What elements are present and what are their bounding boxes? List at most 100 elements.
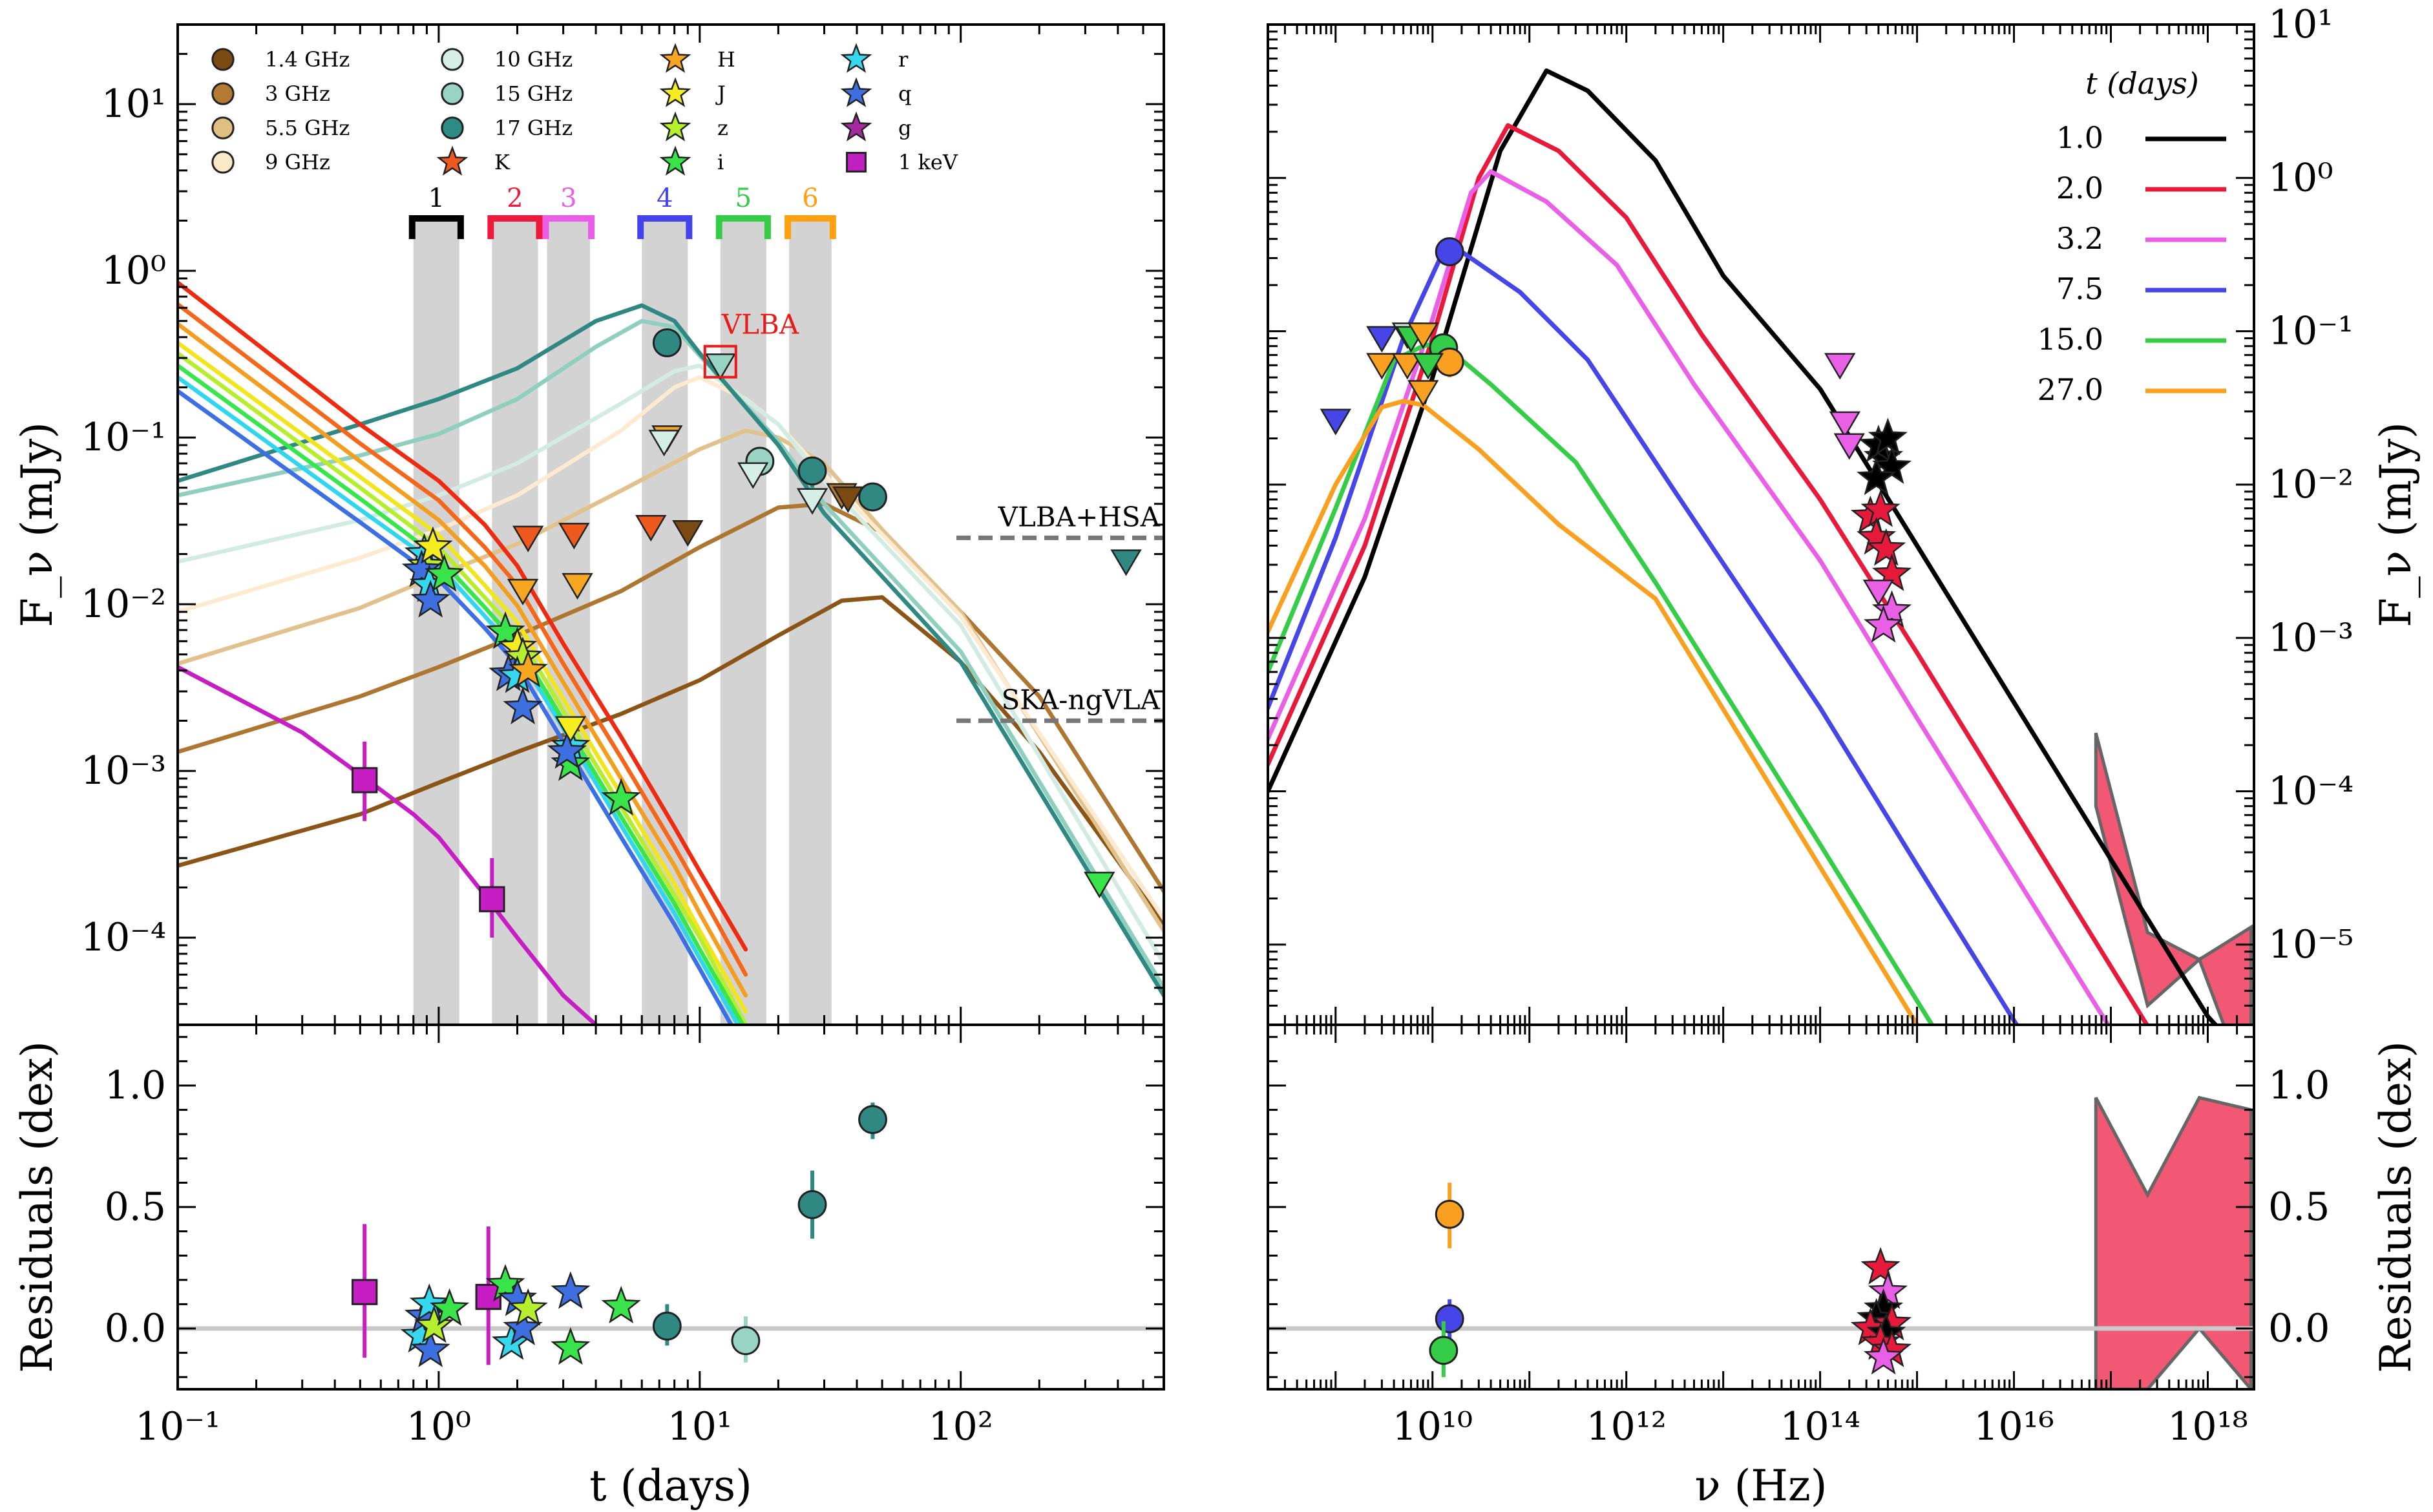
x-tick-label: 10⁰ (406, 1404, 471, 1449)
sed-point-tri-down (1833, 433, 1865, 460)
lc-curve-1-keV (178, 665, 598, 1025)
x-tick-label: 10¹⁸ (2167, 1404, 2248, 1449)
x-tick-label: 10⁻¹ (135, 1404, 220, 1449)
lc-residual-circle (652, 1311, 682, 1341)
vlba-label: VLBA (721, 309, 799, 341)
lc-point-star (503, 686, 543, 724)
sed-xray-uncertainty-band (2094, 732, 2253, 1025)
legend-marker-15-GHz (441, 82, 464, 105)
y-tick-label: 10¹ (101, 81, 166, 127)
y-tick-label: 0.5 (105, 1184, 166, 1230)
sed-point-star (1860, 489, 1901, 527)
sed-curve-t7.5 (1268, 249, 2019, 1025)
lc-point-star (508, 649, 548, 688)
lc-residual-star (410, 1329, 450, 1367)
lc-curve-z (178, 341, 748, 1014)
legend-label-5.5-GHz: 5.5 GHz (265, 116, 350, 140)
lc-residual-star (414, 1305, 454, 1343)
sed-legend-value: 1.0 (2056, 120, 2103, 155)
lc-residual-star (409, 1283, 449, 1321)
lc-curve-K (178, 280, 748, 952)
lc-point-star (413, 526, 453, 564)
legend-label-g: g (898, 116, 911, 140)
legend-label-17-GHz: 17 GHz (494, 116, 573, 140)
sed-legend-value: 2.0 (2056, 171, 2103, 205)
legend-label-z: z (717, 116, 728, 140)
lc-residual-points (351, 1102, 887, 1367)
lc-x-axis-label: t (days) (589, 1461, 752, 1511)
band-bracket-6 (785, 215, 836, 239)
lc-point-star (424, 554, 465, 592)
sed-legend-title: t (days) (2085, 66, 2198, 101)
xray-band (2094, 732, 2253, 1025)
lc-residual-circle (797, 1190, 827, 1219)
lc-point-tri-down (558, 523, 590, 550)
legend-label-H: H (717, 47, 735, 72)
y-tick-label: 10¹ (2268, 2, 2333, 47)
lc-legend: 1.4 GHz 3 GHz 5.5 GHz 9 GHz 10 GHz 15 GHz 17 G… (211, 43, 958, 176)
sed-point-tri-down (1407, 322, 1439, 350)
y-tick-label: 10⁻² (81, 582, 166, 627)
legend-label-10-GHz: 10 GHz (494, 47, 573, 72)
lc-point-tri-down (648, 430, 680, 457)
sed-frame (1267, 23, 2255, 1026)
sed-legend-value: 7.5 (2056, 271, 2103, 306)
lc-residual-star (429, 1288, 470, 1327)
band-bracket-2 (487, 215, 543, 239)
x-tick-label: 10¹⁴ (1780, 1404, 1860, 1449)
lc-point-star (485, 611, 525, 649)
lc-residual-star (551, 1271, 591, 1309)
lc-y-axis-label: F_ν (mJy) (12, 422, 62, 627)
lc-residual-square (351, 1279, 378, 1305)
legend-marker-1-keV (846, 152, 867, 173)
sed-curve-t27.0 (1268, 399, 1920, 1025)
y-tick-label: 10⁻¹ (2268, 309, 2354, 354)
lc-band-labels: 1 2 3 4 5 6 (408, 184, 836, 239)
lc-point-square (351, 767, 378, 793)
band-6 (789, 220, 832, 1025)
y-tick-label: 0.0 (2268, 1306, 2330, 1351)
x-tick-label: 10¹⁶ (1974, 1404, 2054, 1449)
sed-point-star (1866, 528, 1906, 566)
lc-curve-r (178, 363, 746, 1025)
legend-marker-g (840, 111, 872, 142)
sed-residual-star (1860, 1246, 1901, 1285)
lc-point-star (547, 731, 587, 769)
lc-point-tri-down (672, 520, 704, 547)
lc-point-tri-down (512, 525, 544, 552)
sed-point-tri-down (1391, 353, 1424, 380)
residual-band (2094, 1095, 2253, 1389)
band-label-5: 5 (735, 184, 752, 213)
legend-marker-J (659, 77, 691, 107)
sed-point-tri-down (1829, 411, 1861, 438)
band-3 (547, 220, 591, 1025)
y-tick-label: 10⁻³ (81, 748, 166, 793)
lc-point-circle (652, 328, 682, 357)
sed-legend-value: 3.2 (2056, 221, 2103, 256)
sed-curve-t2.0 (1268, 123, 2150, 1025)
lc-curve-J (178, 322, 748, 998)
sed-residual-star (1868, 1271, 1908, 1309)
sed-point-tri-down (1320, 408, 1352, 436)
lc-curve-g (178, 388, 734, 1025)
sed-curve-t3.2 (1268, 169, 2111, 1025)
band-bracket-5 (715, 215, 771, 239)
vlba-box (703, 344, 737, 379)
sed-x-axis-label: ν (Hz) (1695, 1461, 1827, 1511)
band-label-6: 6 (802, 184, 818, 213)
sed-residual-circle (1435, 1199, 1464, 1229)
legend-marker-K (436, 145, 469, 176)
lc-point-tri-down (507, 578, 539, 605)
lc-point-tri-down (704, 353, 736, 381)
sensitivity-label: VLBA+HSA (998, 501, 1161, 532)
x-tick-label: 10¹² (1586, 1404, 1666, 1449)
lc-point-circle (797, 456, 827, 486)
lc-residual-star (551, 1327, 591, 1365)
sed-data-points (1320, 237, 1912, 643)
lc-curve-15-GHz (178, 319, 1164, 991)
lc-residual-star (485, 1264, 525, 1302)
sed-residual-star (1864, 1336, 1904, 1375)
sed-point-tri-down (1862, 579, 1895, 607)
band-5 (720, 220, 766, 1025)
